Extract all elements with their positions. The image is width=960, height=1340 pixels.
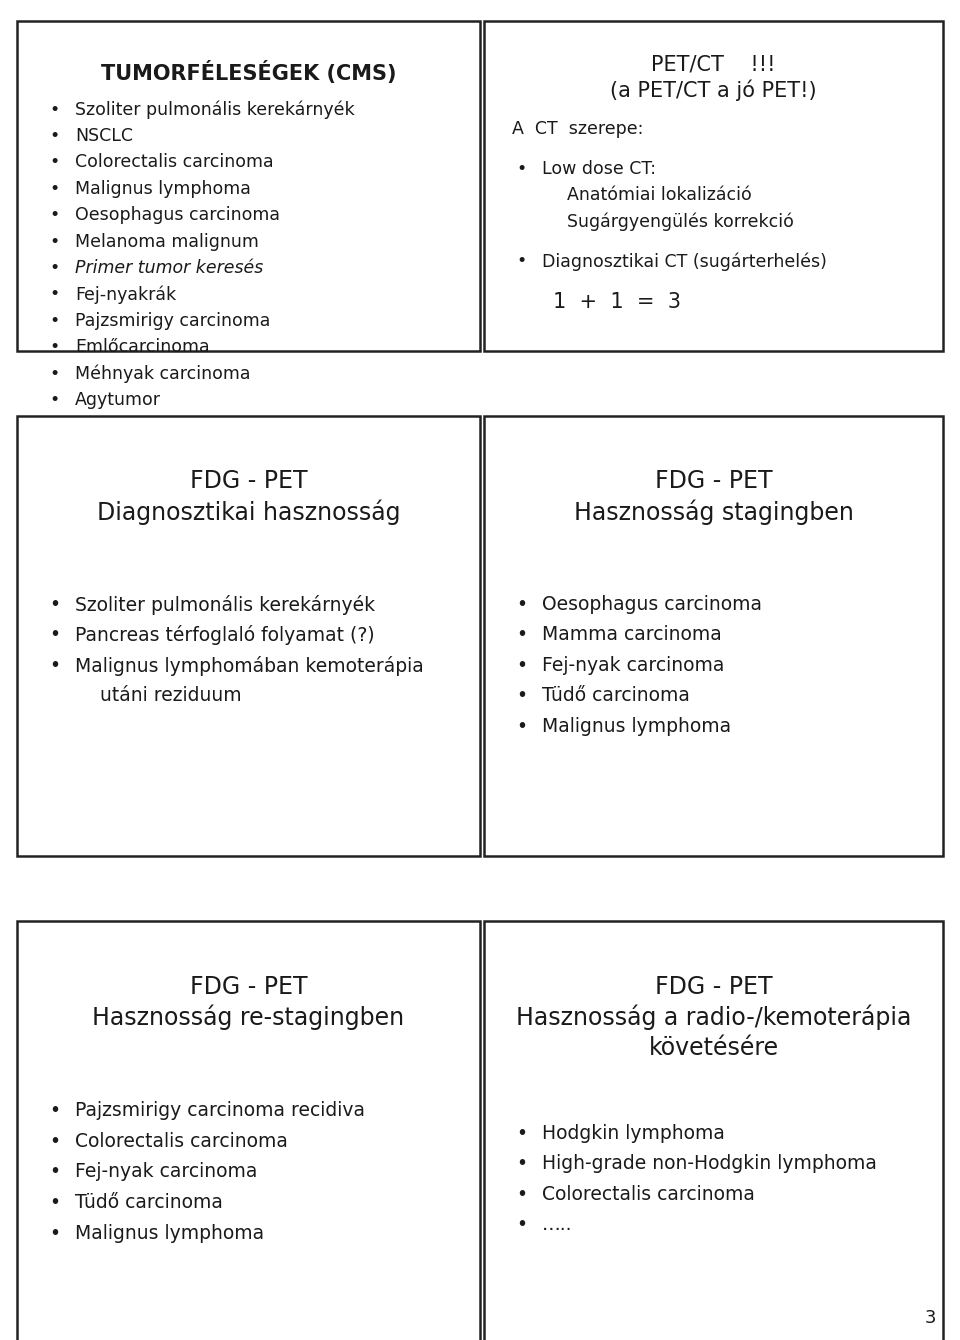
Text: Colorectalis carcinoma: Colorectalis carcinoma <box>541 1185 755 1203</box>
Text: •: • <box>50 1163 60 1182</box>
Text: •: • <box>50 127 60 145</box>
Text: FDG - PET
Diagnosztikai hasznosság: FDG - PET Diagnosztikai hasznosság <box>97 469 400 525</box>
Text: •: • <box>516 159 527 178</box>
Text: Oesophagus carcinoma: Oesophagus carcinoma <box>75 206 280 224</box>
FancyBboxPatch shape <box>17 417 480 856</box>
Text: •: • <box>516 624 528 645</box>
Text: Fej-nyak carcinoma: Fej-nyak carcinoma <box>75 1163 257 1182</box>
Text: NSCLC: NSCLC <box>75 127 133 145</box>
Text: •: • <box>516 655 528 674</box>
Text: •: • <box>50 1223 60 1242</box>
Text: Hodgkin lymphoma: Hodgkin lymphoma <box>541 1124 725 1143</box>
Text: Malignus lymphoma: Malignus lymphoma <box>75 180 251 198</box>
Text: FDG - PET
Hasznosság re-stagingben: FDG - PET Hasznosság re-stagingben <box>92 974 404 1030</box>
Text: •: • <box>50 624 60 645</box>
Text: •: • <box>516 1215 528 1234</box>
Text: •: • <box>50 364 60 382</box>
Text: Emlőcarcinoma: Emlőcarcinoma <box>75 338 209 356</box>
Text: •: • <box>516 717 528 736</box>
Text: High-grade non-Hodgkin lymphoma: High-grade non-Hodgkin lymphoma <box>541 1154 876 1174</box>
Text: Sugárgyengülés korrekció: Sugárgyengülés korrekció <box>566 213 794 232</box>
Text: •: • <box>50 338 60 356</box>
Text: Malignus lymphoma: Malignus lymphoma <box>75 1223 264 1242</box>
FancyBboxPatch shape <box>484 922 943 1340</box>
Text: Malignus lymphoma: Malignus lymphoma <box>541 717 731 736</box>
Text: 3: 3 <box>924 1309 936 1327</box>
Text: …..: ….. <box>541 1215 572 1234</box>
Text: Anatómiai lokalizáció: Anatómiai lokalizáció <box>566 186 752 205</box>
Text: Melanoma malignum: Melanoma malignum <box>75 233 259 251</box>
Text: Szoliter pulmonális kerekárnyék: Szoliter pulmonális kerekárnyék <box>75 595 375 615</box>
Text: Primer tumor keresés: Primer tumor keresés <box>75 259 263 277</box>
Text: •: • <box>50 233 60 251</box>
Text: •: • <box>50 259 60 277</box>
Text: Fej-nyakrák: Fej-nyakrák <box>75 285 177 304</box>
Text: Mamma carcinoma: Mamma carcinoma <box>541 624 721 645</box>
Text: FDG - PET
Hasznosság stagingben: FDG - PET Hasznosság stagingben <box>573 469 853 525</box>
Text: •: • <box>516 1154 528 1174</box>
Text: •: • <box>516 1185 528 1203</box>
Text: Tüdő carcinoma: Tüdő carcinoma <box>541 686 689 705</box>
Text: 1  +  1  =  3: 1 + 1 = 3 <box>553 292 681 312</box>
Text: •: • <box>516 1124 528 1143</box>
Text: Colorectalis carcinoma: Colorectalis carcinoma <box>75 153 274 172</box>
Text: •: • <box>50 1193 60 1213</box>
Text: utáni reziduum: utáni reziduum <box>101 686 242 705</box>
Text: Oesophagus carcinoma: Oesophagus carcinoma <box>541 595 761 614</box>
Text: Pancreas térfoglaló folyamat (?): Pancreas térfoglaló folyamat (?) <box>75 624 374 645</box>
Text: Agytumor: Agytumor <box>75 391 161 409</box>
Text: •: • <box>50 655 60 674</box>
Text: Low dose CT:: Low dose CT: <box>541 159 656 178</box>
Text: Tüdő carcinoma: Tüdő carcinoma <box>75 1193 223 1213</box>
FancyBboxPatch shape <box>484 417 943 856</box>
Text: Diagnosztikai CT (sugárterhelés): Diagnosztikai CT (sugárterhelés) <box>541 252 827 271</box>
Text: TUMORFÉLESÉGEK (CMS): TUMORFÉLESÉGEK (CMS) <box>101 62 396 84</box>
Text: FDG - PET
Hasznosság a radio-/kemoterápia
követésére: FDG - PET Hasznosság a radio-/kemoterápi… <box>516 974 911 1060</box>
Text: •: • <box>516 686 528 705</box>
Text: Colorectalis carcinoma: Colorectalis carcinoma <box>75 1132 288 1151</box>
Text: •: • <box>50 391 60 409</box>
Text: •: • <box>50 1132 60 1151</box>
Text: •: • <box>50 312 60 330</box>
Text: •: • <box>50 180 60 198</box>
Text: Szoliter pulmonális kerekárnyék: Szoliter pulmonális kerekárnyék <box>75 100 354 119</box>
Text: •: • <box>50 285 60 303</box>
Text: A  CT  szerepe:: A CT szerepe: <box>512 121 643 138</box>
Text: Méhnyak carcinoma: Méhnyak carcinoma <box>75 364 251 383</box>
Text: Malignus lymphomában kemoterápia: Malignus lymphomában kemoterápia <box>75 655 423 675</box>
Text: Pajzsmirigy carcinoma: Pajzsmirigy carcinoma <box>75 312 271 330</box>
FancyBboxPatch shape <box>17 922 480 1340</box>
Text: PET/CT    !!!
(a PET/CT a jó PET!): PET/CT !!! (a PET/CT a jó PET!) <box>611 55 817 102</box>
Text: •: • <box>50 595 60 614</box>
Text: •: • <box>50 153 60 172</box>
Text: •: • <box>50 206 60 224</box>
Text: Pajzsmirigy carcinoma recidiva: Pajzsmirigy carcinoma recidiva <box>75 1101 365 1120</box>
FancyBboxPatch shape <box>484 21 943 351</box>
Text: Fej-nyak carcinoma: Fej-nyak carcinoma <box>541 655 724 674</box>
FancyBboxPatch shape <box>17 21 480 351</box>
Text: •: • <box>50 1101 60 1120</box>
Text: •: • <box>50 100 60 119</box>
Text: •: • <box>516 595 528 614</box>
Text: •: • <box>516 252 527 271</box>
